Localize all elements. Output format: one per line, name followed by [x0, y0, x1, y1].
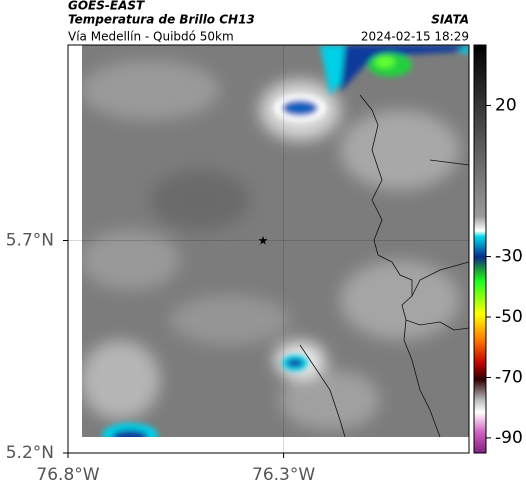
location-star: ★: [258, 234, 269, 248]
x-tick-label: 76.8°W: [36, 465, 99, 485]
y-tick-label: 5.2°N: [6, 443, 54, 463]
product: Temperatura de Brillo CH13: [68, 13, 255, 27]
axes: 76.8°W 76.3°W 5.2°N 5.7°N 20 -30 -50 -70 -90: [6, 45, 523, 485]
source: GOES-EAST: [68, 0, 145, 13]
agency: SIATA: [431, 13, 469, 27]
borders: [299, 94, 469, 437]
colorbar-label: -90: [495, 428, 523, 448]
satellite-image: [82, 45, 469, 437]
colorbar: [473, 44, 487, 454]
colorbar-label: 20: [495, 95, 517, 115]
colorbar-label: -50: [495, 307, 523, 327]
y-tick-label: 5.7°N: [6, 231, 54, 251]
datetime: 2024-02-15 18:29: [361, 30, 469, 44]
map-frame: [67, 44, 470, 454]
colorbar-label: -30: [495, 247, 523, 267]
route: Vía Medellín - Quibdó 50km: [68, 30, 234, 44]
x-tick-label: 76.3°W: [252, 465, 315, 485]
colorbar-label: -70: [495, 367, 523, 387]
